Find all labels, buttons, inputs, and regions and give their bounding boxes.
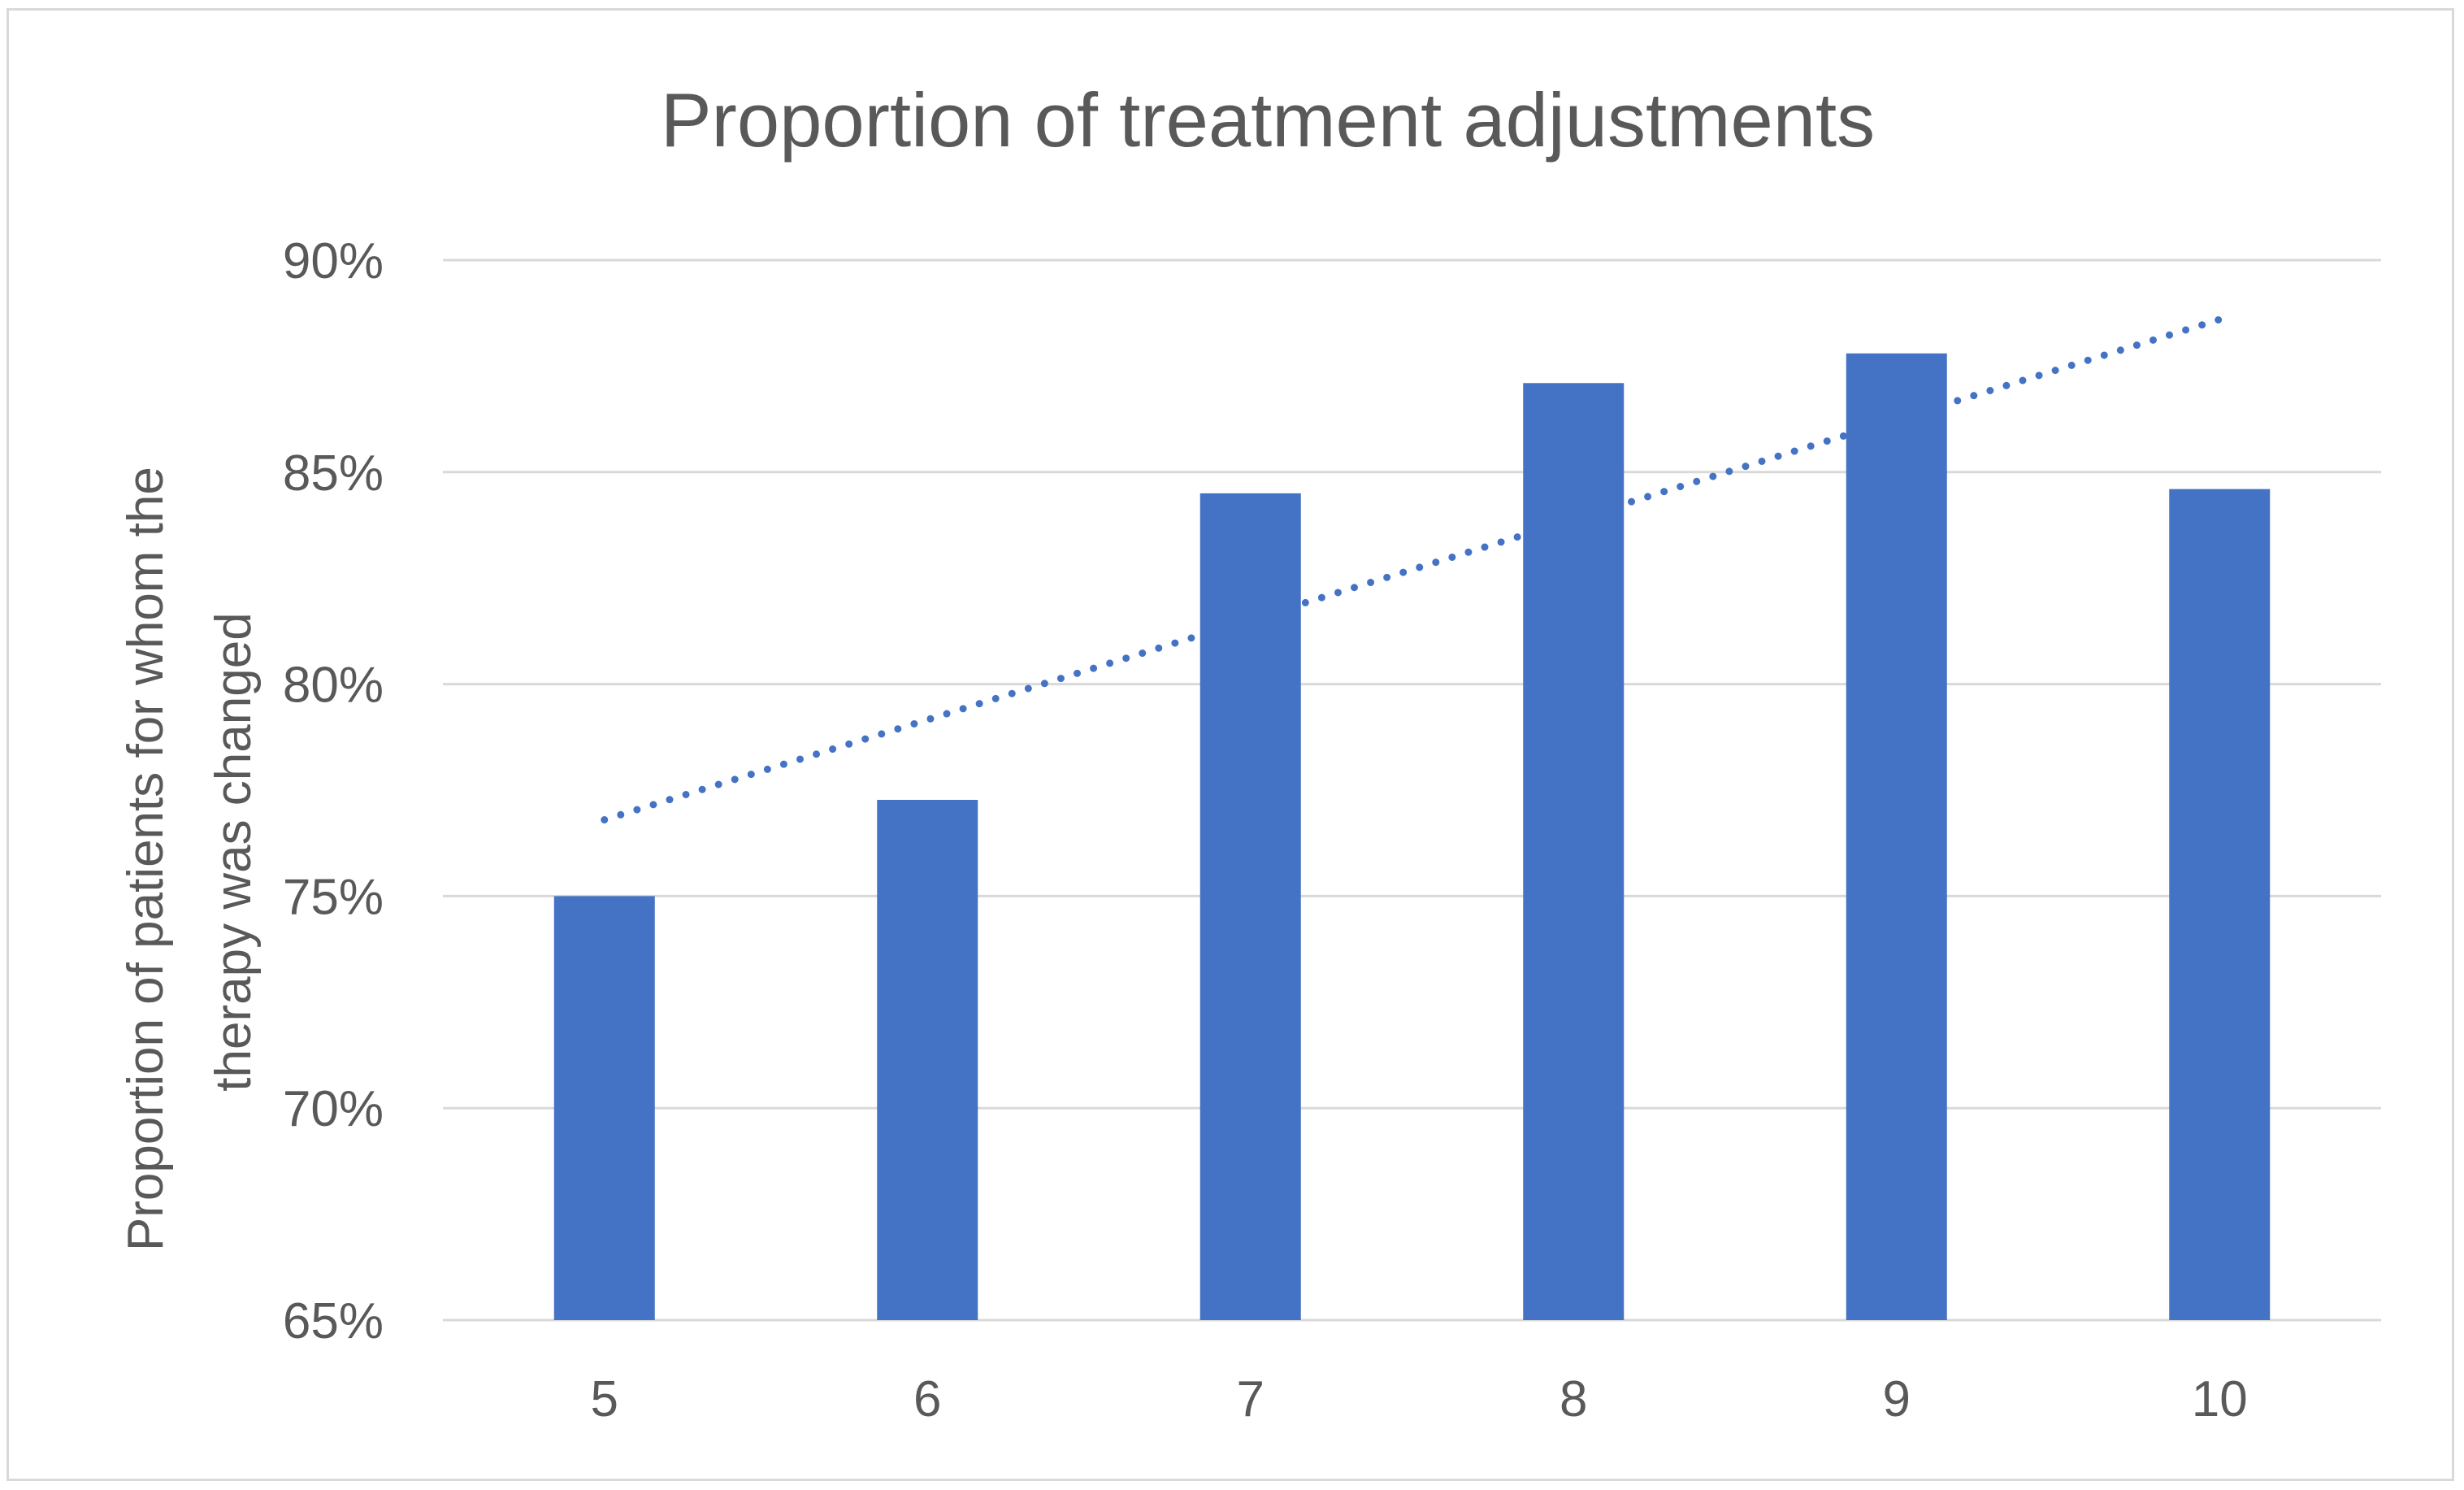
y-tick-label: 65% xyxy=(283,1293,384,1349)
y-tick-label: 70% xyxy=(283,1081,384,1137)
trendline xyxy=(601,315,2223,824)
trendline-layer xyxy=(601,315,2223,824)
x-tick-labels: 5 6 7 8 9 10 xyxy=(591,1371,2248,1427)
bar-6 xyxy=(877,799,978,1320)
y-axis-title-line-2: therapy was changed xyxy=(206,612,262,1091)
chart-title: Proportion of treatment adjustments xyxy=(661,77,1875,163)
x-tick-label: 6 xyxy=(913,1371,941,1427)
bar-8 xyxy=(1523,383,1625,1320)
x-tick-label: 10 xyxy=(2192,1371,2248,1427)
bar-9 xyxy=(1846,353,1947,1321)
x-tick-label: 9 xyxy=(1883,1371,1911,1427)
bar-5 xyxy=(553,896,655,1320)
x-tick-label: 8 xyxy=(1560,1371,1587,1427)
bar-10 xyxy=(2169,489,2271,1320)
y-axis-title-line-1: Proportion of patients for whom the xyxy=(118,467,174,1251)
gridlines xyxy=(443,258,2381,1322)
x-tick-label: 5 xyxy=(591,1371,618,1427)
y-tick-label: 85% xyxy=(283,445,384,502)
bars xyxy=(553,353,2271,1321)
x-tick-label: 7 xyxy=(1237,1371,1265,1427)
y-tick-labels: 65% 70% 75% 80% 85% 90% xyxy=(283,233,384,1349)
y-axis-title: Proportion of patients for whom the ther… xyxy=(118,453,262,1251)
bar-7 xyxy=(1199,493,1301,1320)
y-tick-label: 90% xyxy=(283,233,384,289)
y-tick-label: 80% xyxy=(283,658,384,714)
y-tick-label: 75% xyxy=(283,869,384,925)
